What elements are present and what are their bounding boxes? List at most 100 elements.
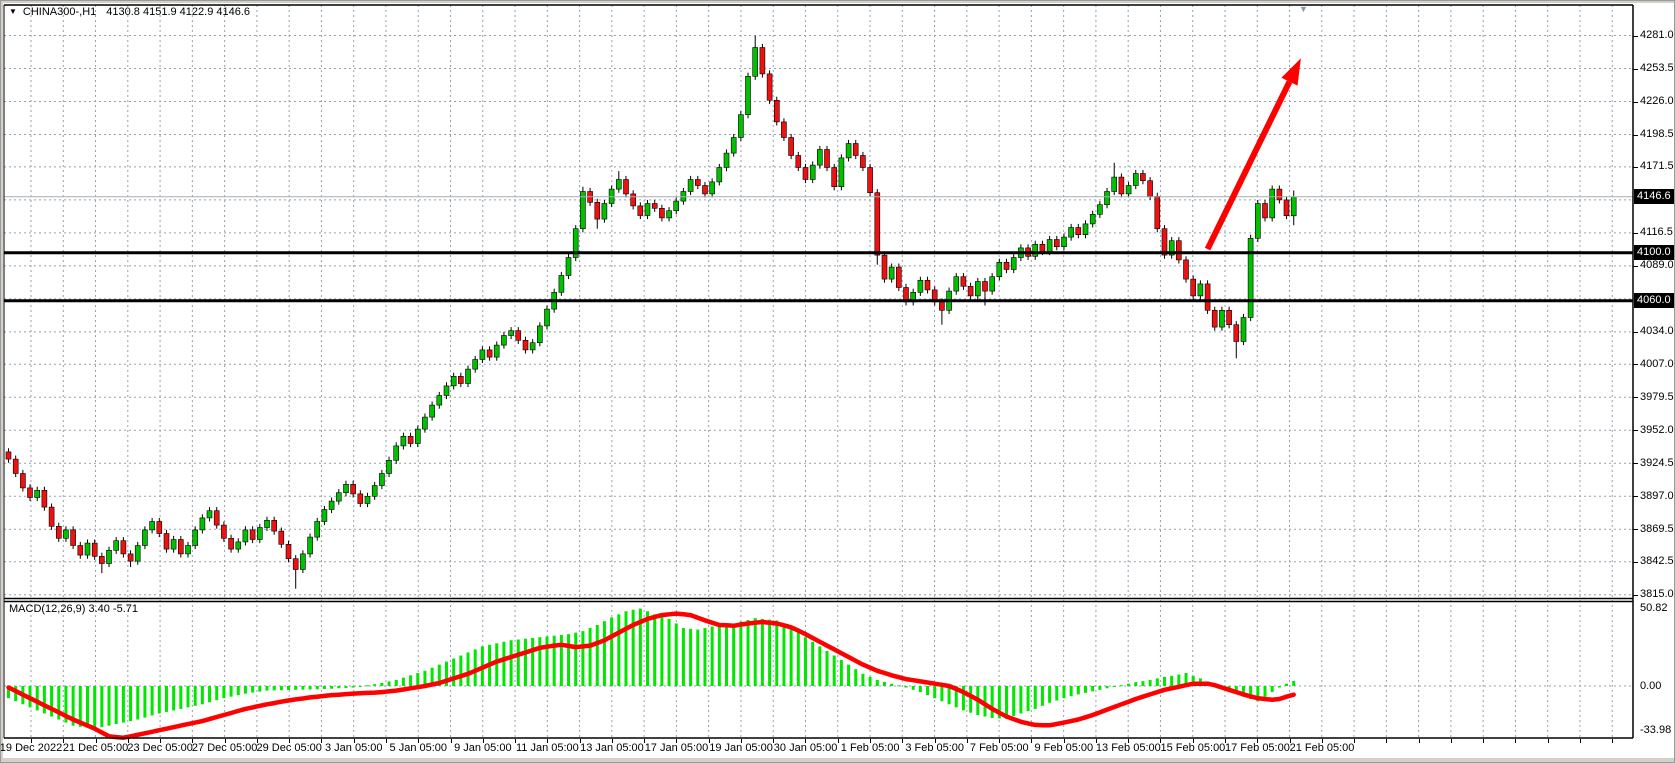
time-tick-mark: [1450, 739, 1452, 743]
time-tick-mark: [321, 739, 323, 743]
time-tick-mark: [224, 739, 226, 743]
price-tick-mark: [1633, 101, 1638, 103]
time-tick-mark: [95, 739, 97, 743]
time-tick-mark: [999, 739, 1001, 743]
time-tick-mark: [676, 739, 678, 743]
time-axis-label: 9 Feb 05:00: [1034, 742, 1094, 754]
price-tick-mark: [1633, 529, 1638, 531]
time-tick-mark: [579, 739, 581, 743]
time-axis-label: 23 Dec 05:00: [127, 742, 193, 754]
time-tick-mark: [837, 739, 839, 743]
time-tick-mark: [1386, 739, 1388, 743]
time-tick-mark: [1612, 739, 1614, 743]
time-axis-label: 21 Dec 05:00: [62, 742, 129, 754]
time-tick-mark: [1418, 739, 1420, 743]
price-tick-mark: [1633, 561, 1638, 563]
time-tick-mark: [1095, 739, 1097, 743]
price-tick-label: 3979.5: [1640, 390, 1674, 403]
time-axis-label: 29 Dec 05:00: [256, 742, 322, 754]
time-axis-label: 9 Jan 05:00: [454, 742, 512, 754]
time-axis-label: 15 Feb 05:00: [1160, 742, 1226, 754]
time-tick-mark: [1224, 739, 1226, 743]
time-axis-label: 17 Feb 05:00: [1225, 742, 1290, 754]
time-tick-mark: [708, 739, 710, 743]
time-axis-label: 11 Jan 05:00: [515, 742, 579, 754]
price-tick-label: 3842.5: [1640, 555, 1674, 568]
price-tick-label: 4089.0: [1640, 259, 1674, 272]
macd-axis-label: -33.98: [1640, 724, 1672, 736]
price-tick-label: 4198.5: [1640, 128, 1674, 140]
time-tick-mark: [1063, 739, 1065, 743]
time-tick-mark: [773, 739, 775, 743]
time-tick-mark: [256, 739, 258, 743]
time-tick-mark: [1031, 739, 1033, 743]
price-tick-mark: [1633, 463, 1638, 465]
time-tick-mark: [902, 739, 904, 743]
time-tick-mark: [160, 739, 162, 743]
price-tick-label: 4281.0: [1640, 29, 1674, 41]
time-tick-mark: [1257, 739, 1259, 743]
time-tick-mark: [1321, 739, 1323, 743]
time-tick-mark: [289, 739, 291, 743]
time-axis-label: 27 Dec 05:00: [191, 742, 258, 754]
price-tick-mark: [1633, 496, 1638, 498]
price-tick-mark: [1633, 134, 1638, 136]
time-tick-mark: [192, 739, 194, 743]
price-tick-mark: [1633, 331, 1638, 333]
time-axis-label: 13 Jan 05:00: [580, 742, 644, 754]
time-axis-label: 21 Feb 05:00: [1289, 742, 1355, 754]
time-tick-mark: [31, 739, 32, 743]
price-tick-label: 4226.0: [1640, 95, 1674, 107]
time-axis-label: 19 Jan 05:00: [709, 742, 773, 754]
chart-drag-surface[interactable]: [4, 5, 1633, 738]
time-tick-mark: [353, 739, 355, 743]
chart-title: ▼ CHINA300-,H1 4130.8 4151.9 4122.9 4146.6: [9, 6, 250, 20]
price-tick-label: 4007.0: [1640, 357, 1674, 370]
time-tick-mark: [385, 739, 387, 743]
time-axis-label: 13 Feb 05:00: [1095, 742, 1161, 754]
macd-indicator-label: MACD(12,26,9) 3.40 -5.71: [9, 603, 139, 615]
price-tick-mark: [1633, 35, 1638, 37]
time-tick-mark: [1547, 739, 1549, 743]
time-tick-mark: [482, 739, 484, 743]
price-tick-label: 3869.5: [1640, 522, 1674, 535]
macd-axis-label: 0.00: [1640, 679, 1662, 692]
chart-shift-marker-icon[interactable]: ▼: [1299, 4, 1308, 14]
time-tick-mark: [1354, 739, 1356, 743]
time-tick-mark: [1160, 739, 1162, 743]
symbol-period-label: CHINA300-,H1: [22, 6, 97, 18]
price-tick-mark: [1633, 232, 1638, 234]
price-tick-mark: [1633, 265, 1638, 267]
time-tick-mark: [1483, 739, 1485, 743]
time-tick-mark: [1579, 739, 1581, 743]
price-tick-mark: [1633, 430, 1638, 432]
time-axis-label: 3 Feb 05:00: [905, 742, 965, 754]
time-tick-mark: [515, 739, 517, 743]
price-tick-label: 4034.0: [1640, 325, 1674, 338]
price-axis[interactable]: [1634, 5, 1674, 738]
time-tick-mark: [127, 739, 129, 743]
symbol-dropdown-icon[interactable]: ▼: [9, 7, 17, 16]
time-axis-label: 5 Jan 05:00: [389, 742, 448, 754]
time-tick-mark: [1515, 739, 1517, 743]
level-price-badge: 4060.0: [1634, 293, 1674, 309]
macd-axis-label: 50.82: [1640, 602, 1668, 614]
time-tick-mark: [644, 739, 646, 743]
time-tick-mark: [805, 739, 807, 743]
time-tick-mark: [1289, 739, 1291, 743]
time-axis-label: 7 Feb 05:00: [969, 742, 1029, 754]
time-axis-label: 19 Dec 2022: [0, 742, 63, 754]
time-axis-label: 30 Jan 05:00: [773, 742, 838, 754]
ohlc-values: 4130.8 4151.9 4122.9 4146.6: [106, 6, 251, 18]
price-tick-label: 3897.0: [1640, 489, 1674, 502]
time-axis-label: 3 Jan 05:00: [325, 742, 383, 754]
time-axis-label: 17 Jan 05:00: [644, 742, 709, 754]
price-tick-label: 4116.5: [1640, 226, 1673, 239]
price-tick-mark: [1633, 68, 1638, 70]
time-tick-mark: [934, 739, 936, 743]
price-tick-label: 3924.5: [1640, 456, 1674, 469]
price-tick-label: 4253.5: [1640, 62, 1674, 74]
time-tick-mark: [547, 739, 549, 743]
price-tick-label: 3815.0: [1640, 588, 1674, 601]
